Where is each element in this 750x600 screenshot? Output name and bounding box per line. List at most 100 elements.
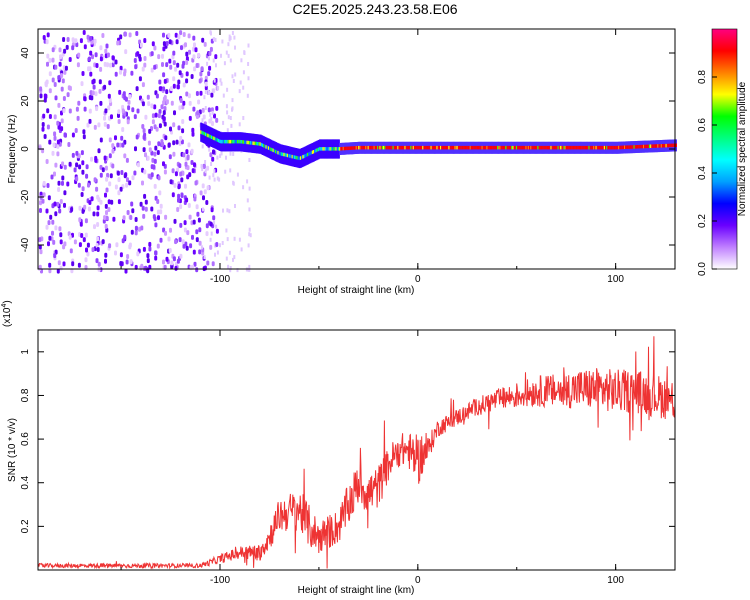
heatmap-cell	[561, 145, 564, 150]
heatmap-cell	[103, 155, 107, 161]
heatmap-cell	[179, 30, 183, 36]
heatmap-cell	[447, 145, 450, 150]
heatmap-cell	[79, 38, 83, 44]
heatmap-cell	[593, 145, 596, 150]
heatmap-cell	[652, 144, 655, 148]
heatmap-cell	[63, 48, 67, 54]
heatmap-cell	[116, 142, 120, 148]
heatmap-cell	[214, 252, 216, 257]
heatmap-cell	[53, 114, 57, 120]
heatmap-cell	[123, 153, 127, 159]
heatmap-cell	[104, 108, 108, 114]
heatmap-cell	[396, 145, 399, 150]
heatmap-cell	[154, 112, 158, 118]
colorbar-tick-label: 0.8	[697, 70, 708, 84]
heatmap-cell	[179, 222, 183, 228]
heatmap-cell	[179, 171, 183, 177]
heatmap-cell	[380, 145, 383, 150]
heatmap-cell	[57, 124, 61, 130]
heatmap-cell	[184, 161, 188, 167]
heatmap-cell	[243, 50, 246, 55]
heatmap-cell	[62, 96, 66, 101]
heatmap-cell	[126, 254, 130, 259]
heatmap-cell	[460, 145, 463, 150]
heatmap-cell	[95, 186, 99, 192]
heatmap-cell	[164, 230, 167, 236]
heatmap-cell	[212, 136, 215, 140]
heatmap-cell	[521, 145, 524, 150]
heatmap-cell	[619, 145, 622, 150]
heatmap-cell	[104, 258, 107, 264]
heatmap-cell	[60, 118, 64, 124]
heatmap-cell	[225, 50, 228, 55]
heatmap-cell	[340, 147, 343, 151]
heatmap-cell	[122, 91, 126, 97]
heatmap-cell	[237, 139, 239, 144]
heatmap-cell	[229, 168, 232, 173]
heatmap-cell	[508, 145, 511, 150]
heatmap-cell	[201, 183, 205, 189]
heatmap-cell	[88, 56, 91, 62]
heatmap-cell	[46, 61, 49, 67]
heatmap-cell	[231, 31, 234, 35]
heatmap-cell	[220, 81, 223, 86]
heatmap-cell	[76, 62, 80, 68]
heatmap-cell	[240, 58, 243, 63]
heatmap-cell	[125, 259, 129, 265]
heatmap-cell	[200, 130, 203, 134]
heatmap-cell	[657, 144, 660, 148]
heatmap-cell	[172, 140, 176, 146]
y-tick-label: 0.8	[20, 388, 31, 402]
heatmap-cell	[233, 236, 236, 241]
heatmap-cell	[87, 66, 91, 72]
heatmap-cell	[221, 139, 224, 144]
heatmap-cell	[316, 148, 319, 152]
heatmap-cell	[210, 207, 214, 213]
heatmap-cell	[99, 100, 103, 106]
spectrogram-ylabel: Frequency (Hz)	[7, 115, 18, 184]
heatmap-cell	[103, 61, 107, 67]
heatmap-cell	[208, 91, 211, 95]
heatmap-cell	[234, 72, 237, 77]
heatmap-cell	[147, 140, 151, 146]
heatmap-cell	[239, 139, 242, 144]
heatmap-cell	[52, 142, 56, 148]
heatmap-cell	[361, 145, 364, 150]
heatmap-cell	[162, 86, 166, 92]
heatmap-cell	[318, 147, 321, 151]
colorbar-tick-label: 0.4	[697, 166, 708, 180]
heatmap-cell	[202, 207, 204, 212]
heatmap-cell	[111, 55, 115, 61]
heatmap-cell	[423, 145, 426, 150]
heatmap-cell	[176, 207, 180, 212]
heatmap-cell	[303, 154, 306, 159]
heatmap-cell	[177, 125, 181, 131]
heatmap-cell	[613, 145, 616, 150]
heatmap-cell	[88, 118, 92, 124]
heatmap-cell	[597, 145, 600, 150]
heatmap-cell	[78, 205, 82, 211]
heatmap-cell	[517, 145, 520, 150]
heatmap-cell	[215, 63, 217, 68]
heatmap-cell	[106, 52, 110, 58]
heatmap-cell	[381, 145, 384, 150]
heatmap-cell	[570, 145, 573, 150]
heatmap-cell	[269, 146, 272, 151]
heatmap-cell	[215, 137, 218, 142]
heatmap-cell	[124, 268, 128, 274]
heatmap-cell	[53, 171, 56, 177]
heatmap-cell	[104, 165, 108, 171]
heatmap-cell	[158, 79, 162, 85]
heatmap-cell	[398, 145, 401, 150]
heatmap-cell	[211, 121, 214, 126]
heatmap-cell	[177, 34, 181, 40]
heatmap-cell	[247, 43, 250, 48]
heatmap-cell	[222, 208, 224, 213]
heatmap-cell	[157, 113, 161, 119]
heatmap-cell	[190, 148, 194, 154]
heatmap-cell	[121, 108, 125, 114]
heatmap-cell	[153, 124, 157, 130]
heatmap-cell	[121, 142, 125, 148]
heatmap-cell	[406, 145, 409, 150]
heatmap-cell	[534, 145, 537, 150]
